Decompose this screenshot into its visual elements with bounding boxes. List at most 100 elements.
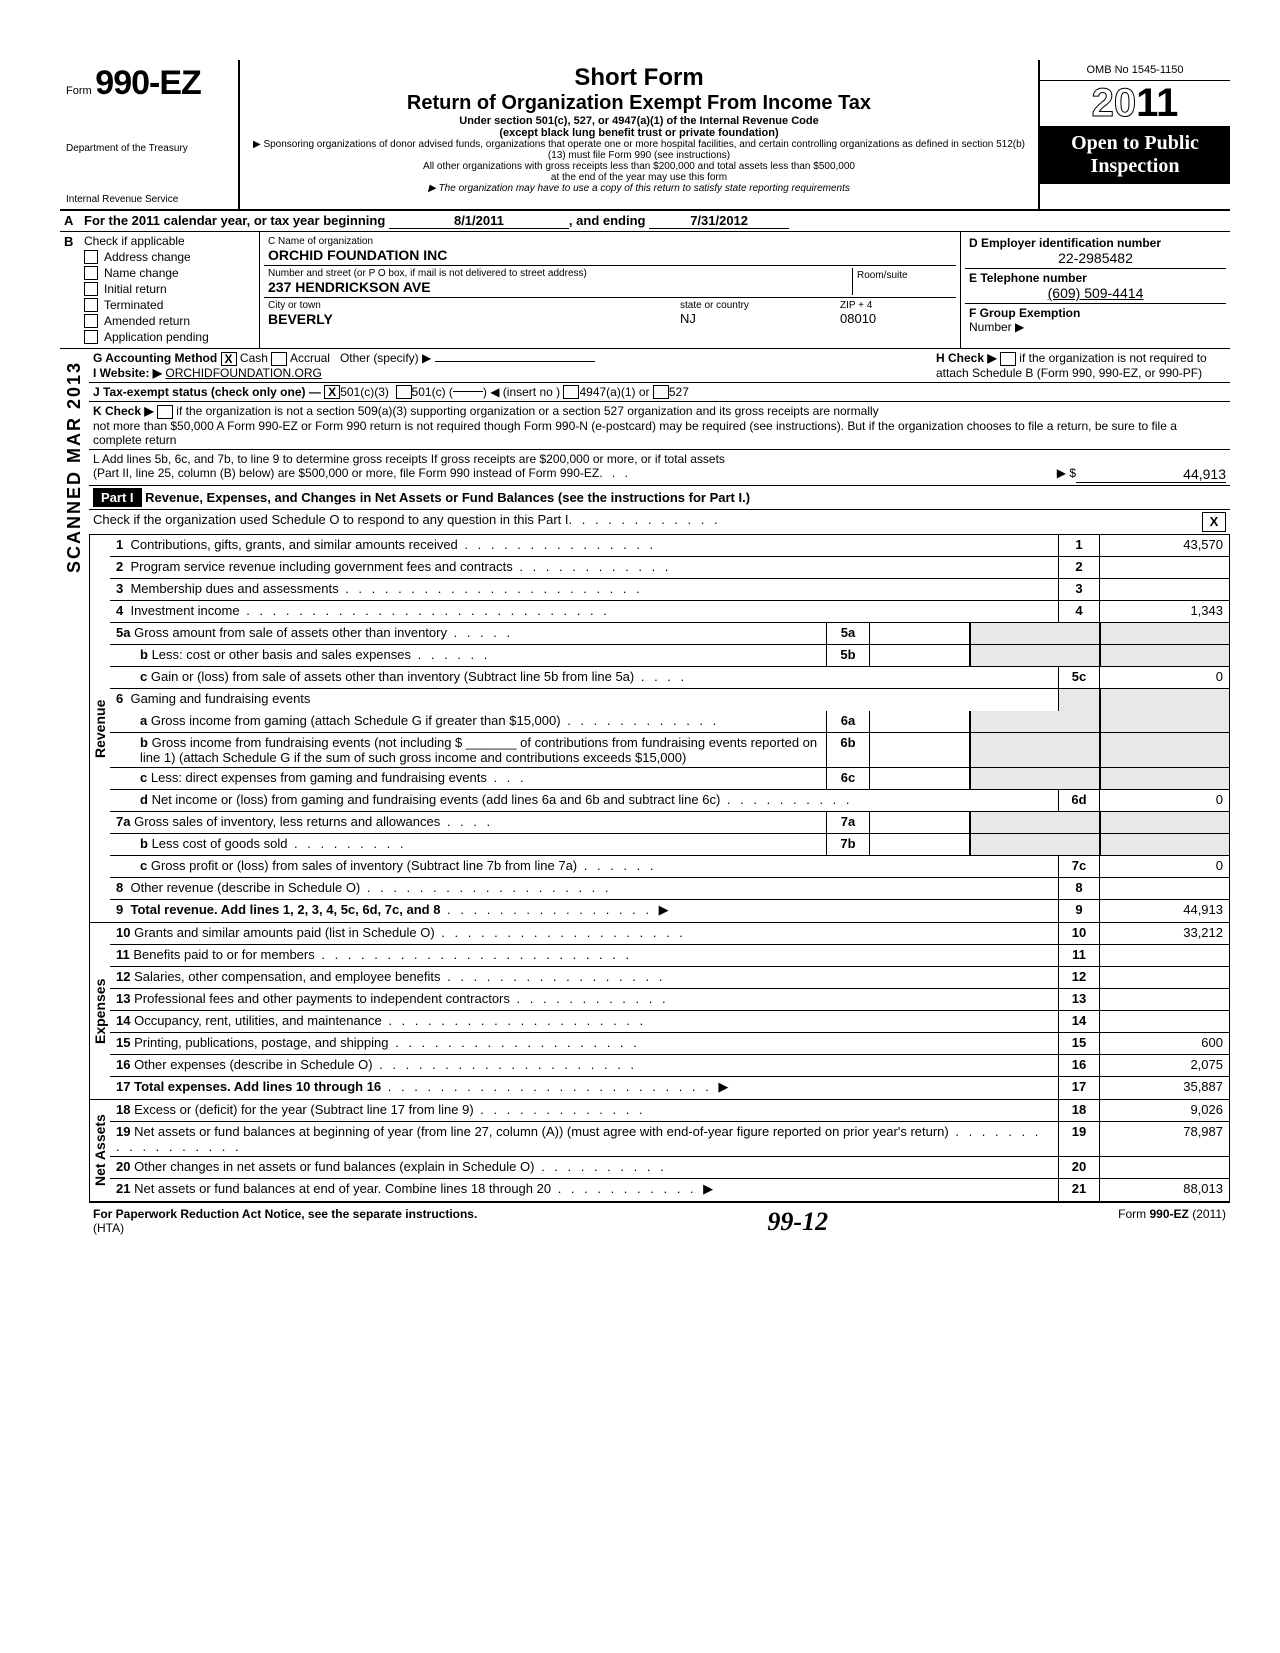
l-arrow: ▶ $ [1057, 466, 1076, 483]
dept-treasury: Department of the Treasury [66, 143, 232, 154]
line6d-amt: 0 [1100, 790, 1230, 811]
check-initial[interactable] [84, 282, 98, 296]
line3-text: Membership dues and assessments [130, 581, 338, 596]
line5b-text: Less: cost or other basis and sales expe… [152, 647, 411, 662]
l-text2: (Part II, line 25, column (B) below) are… [93, 466, 599, 483]
org-section: B Check if applicable Address change Nam… [60, 232, 1230, 349]
check-name[interactable] [84, 266, 98, 280]
line17-text: Total expenses. Add lines 10 through 16 [134, 1079, 381, 1094]
k-text2: not more than $50,000 A Form 990-EZ or F… [93, 419, 1226, 447]
check-app[interactable] [84, 330, 98, 344]
line1-amt: 43,570 [1100, 535, 1230, 556]
part1-checkbox[interactable]: X [1202, 512, 1226, 532]
footer: For Paperwork Reduction Act Notice, see … [89, 1203, 1230, 1241]
line10-amt: 33,212 [1100, 923, 1230, 944]
l-text1: L Add lines 5b, 6c, and 7b, to line 9 to… [93, 452, 1226, 466]
zip-label: ZIP + 4 [840, 300, 952, 311]
netassets-label: Net Assets [89, 1100, 110, 1201]
check-term[interactable] [84, 298, 98, 312]
line5a-text: Gross amount from sale of assets other t… [134, 625, 447, 640]
period-end: 7/31/2012 [649, 213, 789, 229]
line16-amt: 2,075 [1100, 1055, 1230, 1076]
j-501c3[interactable]: X [324, 385, 340, 399]
check-addr[interactable] [84, 250, 98, 264]
line16-text: Other expenses (describe in Schedule O) [134, 1057, 372, 1072]
line21-text: Net assets or fund balances at end of ye… [134, 1181, 551, 1196]
part1-check-text: Check if the organization used Schedule … [93, 512, 569, 532]
title-sub1: Under section 501(c), 527, or 4947(a)(1)… [250, 115, 1028, 127]
line4-text: Investment income [130, 603, 239, 618]
check-amend[interactable] [84, 314, 98, 328]
form-prefix: Form [66, 85, 92, 97]
line5c-text: Gain or (loss) from sale of assets other… [151, 669, 634, 684]
k-checkbox[interactable] [157, 405, 173, 419]
handwritten: 99-12 [767, 1207, 828, 1237]
group-label: F Group Exemption [969, 306, 1222, 320]
form-header: Form 990-EZ Department of the Treasury I… [60, 60, 1230, 211]
website: ORCHIDFOUNDATION.ORG [165, 366, 321, 380]
org-name: ORCHID FOUNDATION INC [268, 247, 952, 263]
line-l: L Add lines 5b, 6c, and 7b, to line 9 to… [89, 450, 1230, 486]
line6d-text: Net income or (loss) from gaming and fun… [152, 792, 721, 807]
l-amt: 44,913 [1076, 466, 1226, 483]
org-city: BEVERLY [268, 311, 672, 327]
title-sub6: The organization may have to use a copy … [439, 183, 850, 194]
h-label: H Check ▶ [936, 351, 997, 365]
org-address: 237 HENDRICKSON AVE [268, 279, 852, 295]
line-g-i: G Accounting Method X Cash Accrual Other… [89, 349, 1230, 383]
line14-text: Occupancy, rent, utilities, and maintena… [134, 1013, 382, 1028]
inspection: Inspection [1046, 155, 1224, 178]
city-label: City or town [268, 300, 672, 311]
k-label: K Check ▶ [93, 404, 154, 418]
group-num: Number ▶ [969, 320, 1222, 334]
form-footer: Form 990-EZ (2011) [1118, 1207, 1226, 1221]
part1-label: Part I [93, 488, 142, 507]
line7c-amt: 0 [1100, 856, 1230, 877]
line6c-text: Less: direct expenses from gaming and fu… [151, 770, 487, 785]
accrual-checkbox[interactable] [271, 352, 287, 366]
j-4947[interactable] [563, 385, 579, 399]
hta: (HTA) [93, 1221, 124, 1235]
cash-checkbox[interactable]: X [221, 352, 237, 366]
line12-text: Salaries, other compensation, and employ… [134, 969, 440, 984]
line18-text: Excess or (deficit) for the year (Subtra… [134, 1102, 474, 1117]
year-outline: 20 [1092, 81, 1137, 125]
title-sub4: All other organizations with gross recei… [250, 161, 1028, 172]
check-header: Check if applicable [84, 234, 255, 248]
part1-check-row: Check if the organization used Schedule … [89, 510, 1230, 535]
j-501c[interactable] [396, 385, 412, 399]
state-label: state or country [680, 300, 832, 311]
line4-amt: 1,343 [1100, 601, 1230, 622]
line5c-amt: 0 [1100, 667, 1230, 688]
line9-text: Total revenue. Add lines 1, 2, 3, 4, 5c,… [130, 902, 440, 917]
line-j: J Tax-exempt status (check only one) — X… [89, 383, 1230, 402]
line11-text: Benefits paid to or for members [133, 947, 314, 962]
k-text1: if the organization is not a section 509… [176, 404, 878, 418]
dept-irs: Internal Revenue Service [66, 194, 232, 205]
year-solid: 11 [1136, 81, 1178, 125]
line19-amt: 78,987 [1100, 1122, 1230, 1156]
line10-text: Grants and similar amounts paid (list in… [134, 925, 435, 940]
g-label: G Accounting Method [93, 351, 217, 365]
expenses-label: Expenses [89, 923, 110, 1099]
period-row: A For the 2011 calendar year, or tax yea… [60, 211, 1230, 232]
title-sub2: (except black lung benefit trust or priv… [250, 127, 1028, 139]
line7c-text: Gross profit or (loss) from sales of inv… [151, 858, 577, 873]
line17-amt: 35,887 [1100, 1077, 1230, 1099]
period-begin: 8/1/2011 [389, 213, 569, 229]
open-public: Open to Public [1046, 132, 1224, 155]
scanned-stamp: SCANNED MAR 2013 [60, 359, 89, 575]
revenue-label: Revenue [89, 535, 110, 922]
org-state: NJ [680, 311, 832, 326]
line19-text: Net assets or fund balances at beginning… [134, 1124, 949, 1139]
part1-title: Revenue, Expenses, and Changes in Net As… [145, 490, 750, 505]
line1-text: Contributions, gifts, grants, and simila… [130, 537, 457, 552]
j-527[interactable] [653, 385, 669, 399]
omb-number: OMB No 1545-1150 [1040, 60, 1230, 81]
ein-value: 22-2985482 [969, 250, 1222, 266]
title-short: Short Form [250, 64, 1028, 92]
line9-amt: 44,913 [1100, 900, 1230, 922]
h-checkbox[interactable] [1000, 352, 1016, 366]
j-label: J Tax-exempt status (check only one) — [93, 385, 321, 399]
line21-amt: 88,013 [1100, 1179, 1230, 1201]
